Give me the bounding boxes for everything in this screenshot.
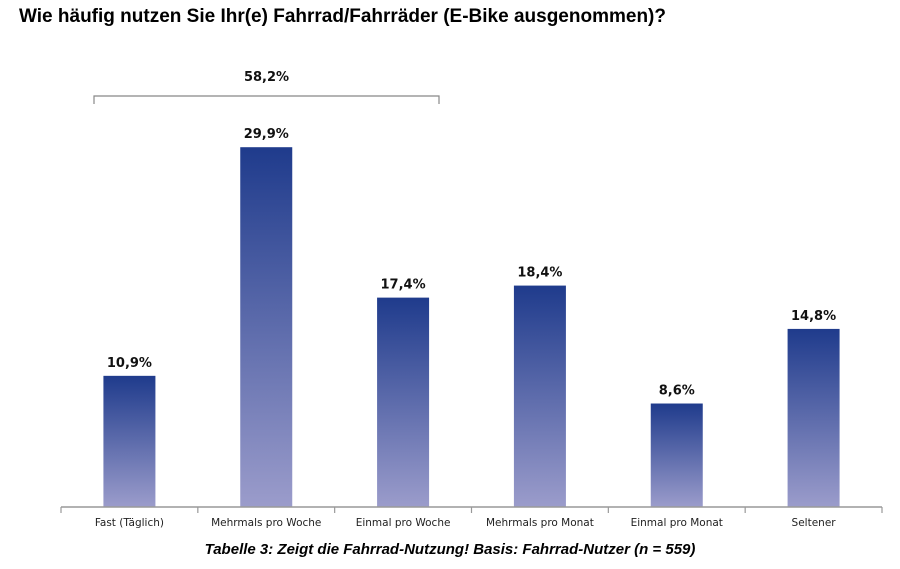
x-tick-label: Einmal pro Monat — [631, 517, 723, 529]
x-tick-label: Einmal pro Woche — [356, 517, 451, 529]
x-tick-label: Seltener — [792, 517, 837, 529]
chart-caption: Tabelle 3: Zeigt die Fahrrad-Nutzung! Ba… — [204, 541, 696, 558]
chart-title: Wie häufig nutzen Sie Ihr(e) Fahrrad/Fah… — [19, 6, 666, 27]
data-label: 29,9% — [244, 127, 289, 142]
bracket-annotation — [93, 95, 440, 104]
annotation-label: 58,2% — [244, 70, 289, 85]
x-tick-label: Mehrmals pro Monat — [486, 517, 594, 529]
bar — [377, 297, 430, 507]
bar — [513, 285, 566, 507]
x-tick-label: Mehrmals pro Woche — [211, 517, 321, 529]
data-label: 18,4% — [517, 266, 562, 281]
data-label: 10,9% — [107, 356, 152, 371]
data-label: 17,4% — [381, 278, 426, 293]
bar — [787, 328, 840, 507]
x-tick-label: Fast (Täglich) — [95, 517, 164, 529]
bar — [103, 375, 156, 507]
data-label: 8,6% — [659, 384, 695, 399]
bar — [240, 147, 293, 507]
bar — [650, 403, 703, 507]
data-label: 14,8% — [791, 309, 836, 324]
